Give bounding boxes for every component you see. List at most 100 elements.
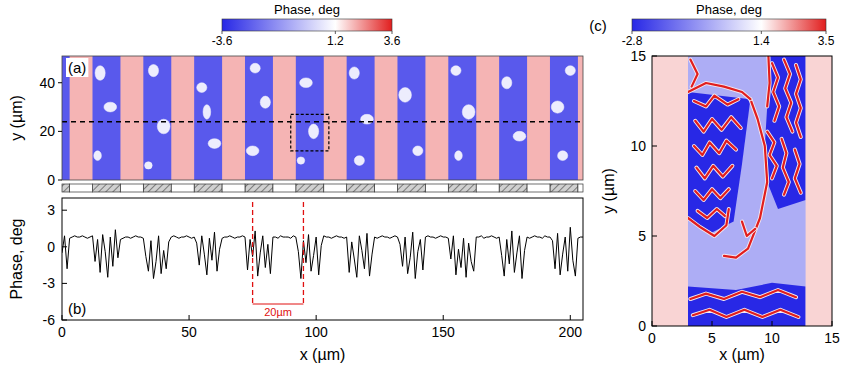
tick-label: 5 bbox=[708, 330, 716, 346]
colorbar-tick-label: 3.5 bbox=[818, 34, 835, 48]
axis-title: y (µm) bbox=[600, 168, 617, 214]
domain-wall bbox=[696, 166, 732, 179]
schematic-magnet bbox=[296, 184, 324, 192]
domain-wall bbox=[688, 209, 729, 236]
stripe bbox=[527, 56, 550, 180]
tick-label: 0 bbox=[47, 172, 55, 188]
schematic-gap bbox=[425, 184, 448, 192]
profile bbox=[62, 227, 583, 278]
stripe bbox=[120, 56, 143, 180]
schematic-gap bbox=[375, 184, 398, 192]
annotation: 20µm bbox=[264, 306, 292, 318]
tick-label: 10 bbox=[764, 330, 780, 346]
schematic-magnet bbox=[194, 184, 222, 192]
domain-wall bbox=[693, 310, 799, 317]
annotation-line bbox=[252, 202, 253, 304]
panel-letter: (c) bbox=[589, 17, 607, 34]
tick bbox=[316, 315, 317, 320]
axis-title: y (µm) bbox=[8, 95, 25, 141]
profile-line bbox=[62, 121, 583, 123]
tick-label: 15 bbox=[630, 48, 646, 64]
wall-halo bbox=[688, 83, 750, 99]
wall-halo bbox=[694, 141, 736, 155]
colorbar-tick-label: -2.8 bbox=[622, 34, 643, 48]
plot-area bbox=[652, 56, 832, 326]
annotation-line bbox=[303, 202, 304, 304]
domain-wall bbox=[742, 222, 755, 236]
axis-title: Phase, deg bbox=[8, 219, 25, 300]
domain-wall bbox=[767, 56, 769, 106]
tick-label: -3 bbox=[43, 275, 56, 291]
tick-label: 200 bbox=[559, 324, 583, 340]
domain-background bbox=[62, 56, 583, 180]
wall-halo bbox=[772, 63, 779, 121]
wall-halo bbox=[724, 99, 767, 257]
tick bbox=[62, 315, 63, 320]
schematic-gap bbox=[171, 184, 194, 192]
tick-label: 0 bbox=[648, 330, 656, 346]
domain-blob bbox=[250, 63, 260, 73]
schematic-gap bbox=[120, 184, 143, 192]
domain-blob bbox=[558, 151, 568, 161]
wall-halo bbox=[742, 222, 755, 236]
tick-label: 100 bbox=[304, 324, 328, 340]
tick bbox=[58, 180, 62, 181]
domain-blob bbox=[455, 151, 463, 161]
tick bbox=[652, 321, 653, 326]
schematic-magnet bbox=[499, 184, 527, 192]
domain-wall bbox=[690, 60, 697, 87]
tick-label: 40 bbox=[39, 75, 55, 91]
domain-blob bbox=[197, 83, 207, 93]
domain-wall bbox=[695, 117, 741, 131]
domain-wall bbox=[694, 96, 738, 107]
wall-halo bbox=[784, 60, 792, 132]
tick bbox=[189, 315, 190, 320]
domain-wall bbox=[772, 63, 779, 121]
stripe bbox=[476, 56, 499, 180]
domain-blob bbox=[203, 105, 211, 120]
wall-halo bbox=[698, 209, 726, 218]
stripe bbox=[171, 56, 194, 180]
domain-blob bbox=[95, 66, 105, 81]
tick bbox=[652, 56, 657, 57]
domain-wall bbox=[796, 65, 801, 137]
domain-blob bbox=[104, 102, 117, 112]
colorbar-tick-label: 1.2 bbox=[327, 34, 344, 48]
schematic-magnet bbox=[143, 184, 171, 192]
schematic-magnet bbox=[245, 184, 273, 192]
tick-label: 20 bbox=[39, 123, 55, 139]
panel-letter: (a) bbox=[68, 59, 86, 76]
domain-blob bbox=[145, 162, 153, 169]
colorbar-tick-label: -3.6 bbox=[212, 34, 233, 48]
stripe bbox=[222, 56, 245, 180]
domain-wall bbox=[695, 189, 729, 200]
domain-blob bbox=[513, 131, 526, 141]
annotation-bracket bbox=[253, 304, 304, 305]
tick-label: 50 bbox=[181, 324, 197, 340]
schematic-gap bbox=[273, 184, 296, 192]
domain-blob bbox=[451, 66, 461, 76]
colorbar bbox=[222, 19, 392, 31]
domain-blob bbox=[354, 156, 364, 166]
colorbar-tick-label: 1.4 bbox=[753, 34, 770, 48]
tick-label: -6 bbox=[43, 312, 56, 328]
schematic-magnet bbox=[347, 184, 375, 192]
tick-label: 15 bbox=[824, 330, 840, 346]
stripe bbox=[806, 56, 832, 326]
wall-halo bbox=[695, 117, 741, 131]
stripe bbox=[324, 56, 347, 180]
domain-wall bbox=[694, 141, 736, 155]
domain-wall bbox=[690, 290, 796, 299]
wall-halo bbox=[694, 96, 738, 107]
domain-blob bbox=[399, 88, 412, 103]
axis-title: x (µm) bbox=[300, 346, 346, 363]
frame bbox=[62, 198, 583, 320]
tick-label: 0 bbox=[58, 324, 66, 340]
tick bbox=[652, 146, 657, 147]
labyrinth-domain bbox=[688, 92, 750, 232]
tick bbox=[570, 315, 571, 320]
schematic-gap bbox=[476, 184, 499, 192]
tick-label: 5 bbox=[638, 228, 646, 244]
domain-blob bbox=[297, 157, 305, 164]
tick bbox=[62, 246, 67, 247]
